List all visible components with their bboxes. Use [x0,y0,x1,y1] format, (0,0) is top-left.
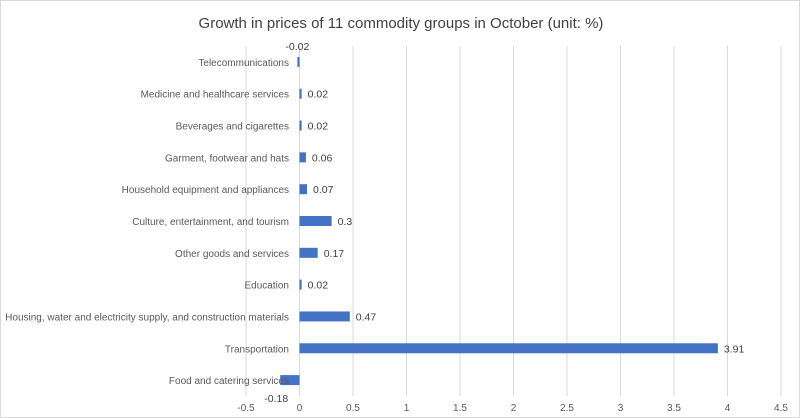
chart-title: Growth in prices of 11 commodity groups … [199,15,604,32]
x-tick-label: 1 [404,403,410,414]
bar [280,375,300,386]
x-tick-label: 0 [297,403,303,414]
bar [299,152,306,163]
bar [297,56,300,67]
x-tick-label: -0.5 [237,403,255,414]
x-tick-label: 2.5 [560,403,574,414]
bar [299,247,318,258]
category-label: Housing, water and electricity supply, a… [5,312,289,323]
x-tick-label: 2 [511,403,517,414]
category-label: Culture, entertainment, and tourism [132,217,289,228]
category-label: Telecommunications [198,58,289,69]
category-label: Food and catering services [169,376,289,387]
x-tick-label: 1.5 [453,403,467,414]
category-label: Other goods and services [175,249,289,260]
data-label: 0.47 [356,311,377,323]
category-label: Education [245,281,289,292]
bar [299,216,332,226]
category-label: Garment, footwear and hats [165,153,289,164]
data-label: 0.07 [313,184,334,196]
x-tick-label: 4.5 [774,403,788,414]
bar [299,311,350,322]
x-tick-label: 0.5 [346,403,360,414]
data-label: 0.02 [308,121,329,133]
data-label: -0.02 [285,41,309,53]
bar [299,88,302,99]
data-label: -0.18 [264,393,288,405]
category-label: Beverages and cigarettes [176,122,289,133]
category-label: Household equipment and appliances [122,185,289,196]
bar [299,279,302,290]
data-label: 0.3 [338,216,353,228]
category-label: Medicine and healthcare services [141,90,289,101]
bar [299,120,302,131]
x-tick-label: 3.5 [667,403,681,414]
bar [299,184,307,195]
data-label: 3.91 [724,343,745,355]
data-label: 0.06 [312,152,333,164]
bar [299,343,718,354]
data-label: 0.02 [308,280,329,292]
category-label: Transportation [225,344,289,355]
data-label: 0.17 [324,248,345,260]
data-label: 0.02 [308,89,329,101]
x-tick-label: 4 [725,403,731,414]
x-tick-label: 3 [618,403,624,414]
